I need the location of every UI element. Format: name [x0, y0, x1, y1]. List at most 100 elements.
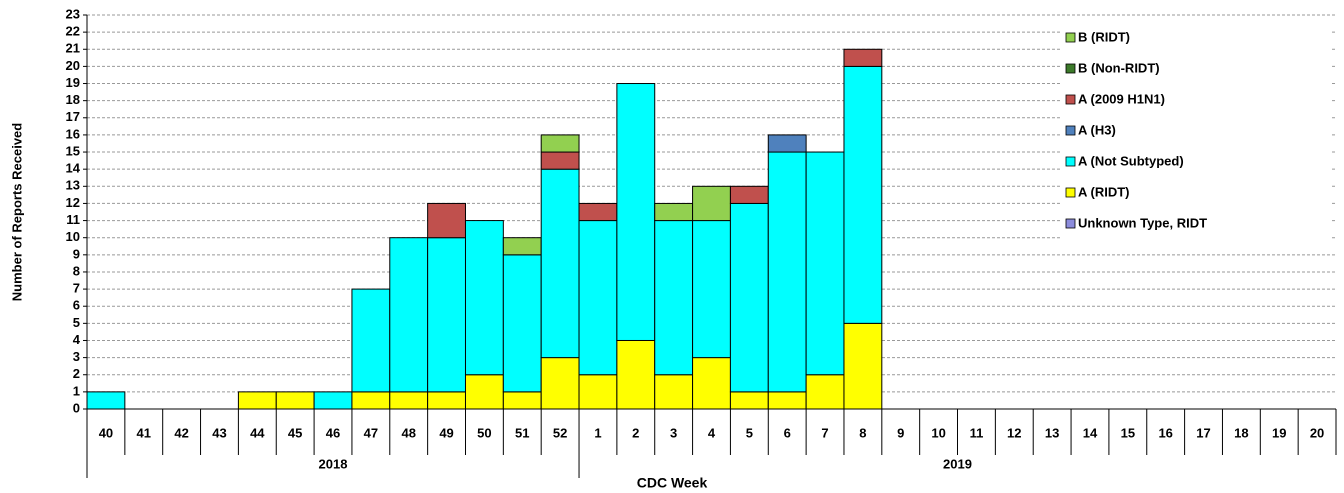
- bar-segment: [502, 237, 542, 256]
- x-tick-label: 5: [746, 425, 753, 440]
- x-tick-label: 14: [1083, 425, 1098, 440]
- legend-label: A (H3): [1078, 122, 1116, 137]
- y-tick-label: 21: [66, 41, 80, 56]
- bar-segment: [427, 237, 466, 393]
- y-tick-label: 1: [73, 383, 80, 398]
- legend-box: [1060, 24, 1332, 246]
- legend-swatch: [1065, 156, 1076, 167]
- legend-swatch: [1065, 187, 1076, 198]
- x-tick-label: 12: [1007, 425, 1021, 440]
- bar-segment: [767, 134, 807, 153]
- bar-segment: [616, 83, 656, 341]
- bar-segment: [692, 357, 731, 410]
- y-tick-label: 7: [73, 281, 80, 296]
- bar-segment: [237, 391, 277, 410]
- bar-segment: [540, 134, 580, 153]
- x-tick-label: 8: [859, 425, 866, 440]
- bar-segment: [313, 391, 353, 410]
- x-tick-label: 3: [670, 425, 677, 440]
- x-tick-label: 51: [515, 425, 529, 440]
- bar-segment: [843, 65, 883, 324]
- bar-segment: [389, 237, 429, 393]
- x-group-label: 2019: [943, 456, 972, 471]
- bar-segment: [805, 151, 845, 376]
- y-tick-label: 12: [66, 195, 80, 210]
- bar-segment: [540, 151, 580, 170]
- x-tick-label: 45: [288, 425, 302, 440]
- bar-segment: [805, 374, 845, 410]
- bar-segment: [843, 48, 883, 67]
- legend-label: A (RIDT): [1078, 184, 1130, 199]
- bar-segment: [502, 254, 542, 393]
- y-tick-label: 3: [73, 349, 80, 364]
- y-tick-label: 20: [66, 58, 80, 73]
- x-tick-label: 47: [364, 425, 378, 440]
- y-axis-label: Number of Reports Received: [9, 123, 24, 301]
- x-tick-label: 48: [401, 425, 415, 440]
- bar-segment: [540, 168, 580, 359]
- x-tick-label: 2: [632, 425, 639, 440]
- bar-segment: [729, 391, 769, 410]
- bar-segment: [578, 220, 618, 376]
- bar-segment: [86, 391, 126, 410]
- x-tick-label: 7: [821, 425, 828, 440]
- legend-label: B (RIDT): [1078, 29, 1130, 44]
- bar-segment: [540, 357, 580, 410]
- x-tick-label: 49: [439, 425, 453, 440]
- x-tick-label: 15: [1121, 425, 1135, 440]
- bar-segment: [427, 391, 466, 410]
- x-tick-label: 16: [1158, 425, 1172, 440]
- bar-segment: [502, 391, 542, 410]
- y-tick-label: 16: [66, 126, 80, 141]
- bar-segment: [351, 391, 391, 410]
- legend-label: A (Not Subtyped): [1078, 153, 1184, 168]
- y-tick-label: 22: [66, 24, 80, 39]
- x-tick-label: 9: [897, 425, 904, 440]
- bar-segment: [427, 202, 466, 239]
- y-tick-label: 14: [66, 161, 81, 176]
- y-tick-label: 18: [66, 92, 80, 107]
- x-tick-label: 41: [137, 425, 151, 440]
- x-tick-label: 19: [1272, 425, 1286, 440]
- legend: Unknown Type, RIDT A (RIDT) A (Not Subtype…: [1060, 24, 1332, 246]
- bar-segment: [578, 374, 618, 410]
- legend-label: B (Non-RIDT): [1078, 60, 1160, 75]
- x-group-label: 2018: [319, 456, 348, 471]
- bar-segment: [578, 202, 618, 222]
- legend-label: Unknown Type, RIDT: [1078, 215, 1207, 230]
- bar-segment: [389, 391, 429, 410]
- bar-segment: [729, 185, 769, 204]
- y-tick-label: 19: [66, 75, 80, 90]
- x-tick-label: 6: [784, 425, 791, 440]
- x-tick-label: 18: [1234, 425, 1248, 440]
- bar-segment: [464, 374, 504, 410]
- x-tick-label: 4: [708, 425, 716, 440]
- x-tick-label: 44: [250, 425, 265, 440]
- y-tick-label: 4: [73, 332, 81, 347]
- x-tick-label: 10: [931, 425, 945, 440]
- y-tick-label: 11: [66, 212, 80, 227]
- bar-segment: [767, 151, 807, 393]
- bar-segment: [729, 202, 769, 393]
- bar-segment: [275, 391, 315, 410]
- x-tick-label: 11: [970, 425, 984, 440]
- legend-swatch: [1065, 125, 1076, 136]
- y-tick-label: 10: [66, 229, 80, 244]
- legend-swatch: [1065, 94, 1076, 105]
- x-tick-label: 46: [326, 425, 340, 440]
- x-tick-label: 1: [594, 425, 601, 440]
- x-tick-label: 43: [212, 425, 226, 440]
- bar-segment: [351, 288, 391, 393]
- bar-segment: [464, 220, 504, 376]
- bar-segment: [692, 220, 731, 359]
- y-tick-label: 17: [66, 109, 80, 124]
- y-tick-label: 9: [73, 246, 80, 261]
- bar-segment: [654, 374, 694, 410]
- y-tick-label: 2: [73, 366, 80, 381]
- x-tick-label: 42: [174, 425, 188, 440]
- bar-segment: [616, 339, 656, 410]
- y-tick-label: 13: [66, 178, 80, 193]
- x-tick-label: 50: [477, 425, 491, 440]
- y-tick-label: 0: [73, 400, 80, 415]
- legend-label: A (2009 H1N1): [1078, 91, 1165, 106]
